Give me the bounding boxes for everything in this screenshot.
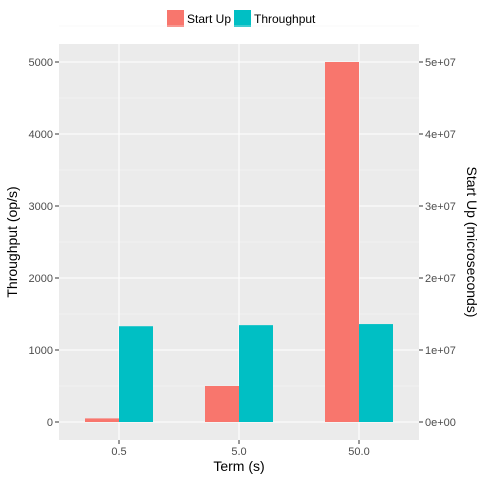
right-axis-tick-label: 4e+07 bbox=[425, 129, 456, 141]
bar-throughput bbox=[239, 325, 273, 422]
legend-key-throughput bbox=[234, 10, 251, 27]
left-axis-tick-label: 3000 bbox=[29, 201, 53, 213]
left-axis-tick-label: 0 bbox=[47, 417, 53, 429]
legend-key-start-up bbox=[167, 10, 184, 27]
x-axis-tick-label: 5.0 bbox=[231, 446, 246, 458]
right-axis-title: Start Up (microseconds) bbox=[464, 167, 480, 318]
legend-label-throughput: Throughput bbox=[254, 12, 316, 26]
bar-start-up bbox=[85, 418, 119, 422]
bar-throughput bbox=[359, 324, 393, 422]
legend-label-start-up: Start Up bbox=[187, 12, 231, 26]
right-axis-tick-label: 2e+07 bbox=[425, 273, 456, 285]
left-axis-tick-label: 5000 bbox=[29, 57, 53, 69]
right-axis-tick-label: 5e+07 bbox=[425, 57, 456, 69]
legend: Start Up Throughput bbox=[167, 10, 316, 27]
left-axis-tick-label: 1000 bbox=[29, 345, 53, 357]
bars bbox=[85, 62, 393, 422]
right-axis-tick-label: 1e+07 bbox=[425, 345, 456, 357]
left-axis-tick-label: 4000 bbox=[29, 129, 53, 141]
bar-start-up bbox=[325, 62, 359, 422]
x-axis-title: Term (s) bbox=[213, 458, 264, 474]
bar-start-up bbox=[205, 386, 239, 422]
right-axis-tick-label: 3e+07 bbox=[425, 201, 456, 213]
x-axis-tick-label: 50.0 bbox=[348, 446, 369, 458]
left-axis-title: Throughput (op/s) bbox=[4, 186, 20, 297]
axes: 0 1000 2000 3000 4000 5000 0e+00 1e+07 2e+07 3e+0… bbox=[29, 57, 456, 458]
right-axis-tick-label: 0e+00 bbox=[425, 417, 456, 429]
bar-throughput bbox=[119, 326, 153, 422]
left-axis-tick-label: 2000 bbox=[29, 273, 53, 285]
x-axis-tick-label: 0.5 bbox=[111, 446, 126, 458]
